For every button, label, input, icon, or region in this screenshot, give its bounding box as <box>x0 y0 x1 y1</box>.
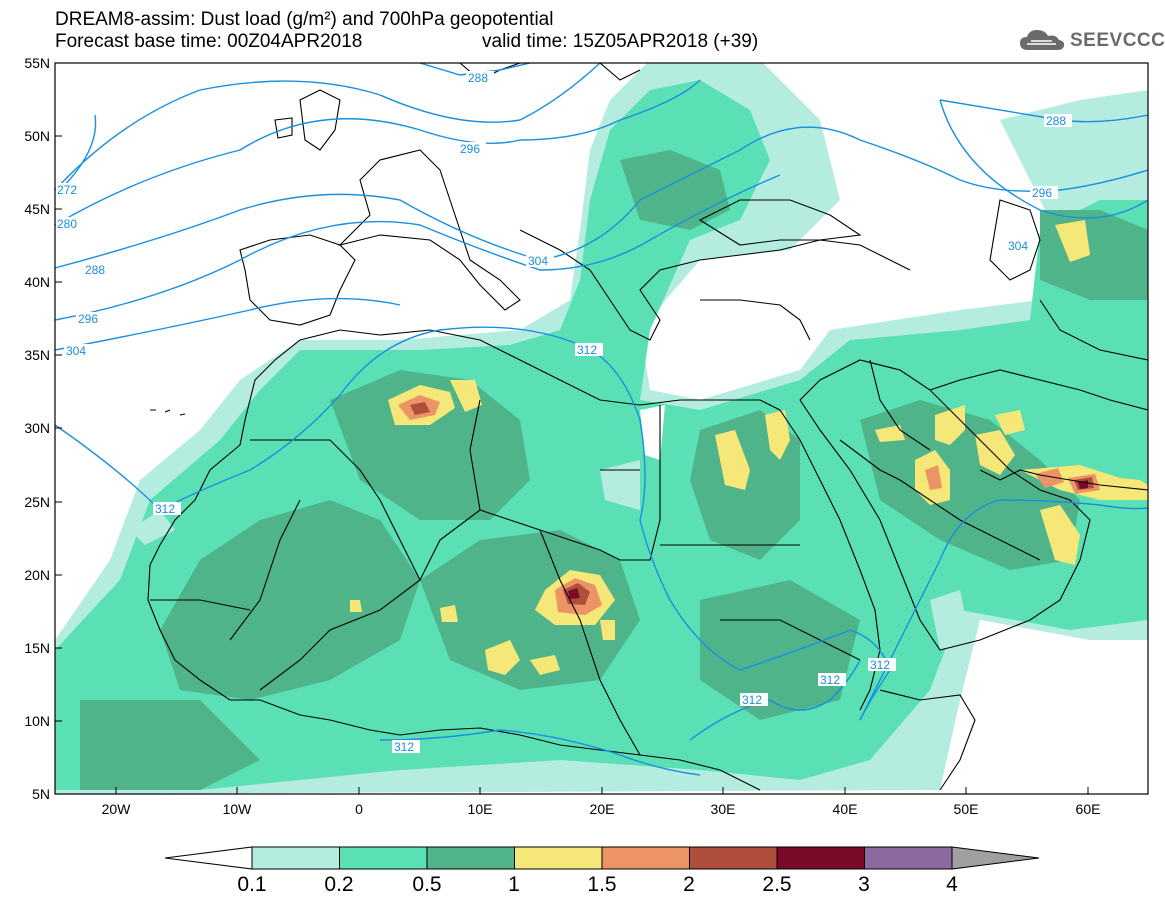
contour-label: 304 <box>528 254 548 268</box>
contour-label: 312 <box>577 343 597 357</box>
contour-label: 272 <box>57 183 77 197</box>
lat-label: 15N <box>24 640 50 656</box>
contour-label: 288 <box>468 71 488 85</box>
lon-label: 10E <box>468 801 493 817</box>
forecast-base-time: Forecast base time: 00Z04APR2018 <box>55 31 363 52</box>
lat-labels: 55N 50N 45N 40N 35N 30N 25N 20N 15N 10N … <box>24 55 50 802</box>
colorbar-tick: 0.1 <box>237 873 266 896</box>
contour-label: 296 <box>460 142 480 156</box>
logo-text: SEEVCCC <box>1070 30 1165 51</box>
lat-label: 5N <box>32 786 50 802</box>
dust-field <box>55 63 1148 794</box>
lat-label: 40N <box>24 274 50 290</box>
contour-label: 304 <box>66 344 86 358</box>
lon-label: 20W <box>102 801 132 817</box>
lon-label: 50E <box>954 801 979 817</box>
colorbar-tick: 0.5 <box>412 873 441 896</box>
contour-label: 312 <box>155 502 175 516</box>
contour-label: 312 <box>742 693 762 707</box>
lon-label: 20E <box>590 801 615 817</box>
lon-label: 60E <box>1076 801 1101 817</box>
lat-label: 10N <box>24 713 50 729</box>
chart-title: DREAM8-assim: Dust load (g/m²) and 700hP… <box>55 9 554 30</box>
lon-label: 10W <box>223 801 253 817</box>
colorbar-segment <box>601 846 690 870</box>
lat-label: 25N <box>24 494 50 510</box>
lon-label: 30E <box>711 801 736 817</box>
lat-ticks <box>55 62 62 795</box>
lon-label: 40E <box>833 801 858 817</box>
colorbar-segment <box>514 846 603 870</box>
lon-labels: 20W 10W 0 10E 20E 30E 40E 50E 60E <box>102 801 1101 817</box>
colorbar-upper-arrow <box>951 846 1040 870</box>
lat-label: 50N <box>24 128 50 144</box>
colorbar-segment <box>689 846 778 870</box>
colorbar-segment <box>426 846 515 870</box>
contour-labels: 288 296 272 280 288 296 304 312 304 312 … <box>56 71 1072 754</box>
contour-label: 288 <box>85 263 105 277</box>
lat-label: 20N <box>24 567 50 583</box>
lon-ticks <box>115 787 1089 794</box>
geopotential-contours <box>55 63 1148 776</box>
contour-label: 296 <box>1032 186 1052 200</box>
contour-label: 280 <box>57 217 77 231</box>
contour-label: 304 <box>1008 239 1028 253</box>
colorbar-tick: 4 <box>946 873 958 896</box>
cloud-icon <box>1020 30 1065 50</box>
colorbar-tick: 2.5 <box>762 873 791 896</box>
lat-label: 55N <box>24 55 50 71</box>
coastlines <box>147 63 1148 791</box>
colorbar-lower-arrow <box>164 846 253 870</box>
valid-time: valid time: 15Z05APR2018 (+39) <box>482 31 759 52</box>
colorbar-tick: 0.2 <box>324 873 353 896</box>
seevccc-logo: SEEVCCC <box>1018 28 1165 54</box>
lat-label: 35N <box>24 347 50 363</box>
contour-label: 312 <box>870 658 890 672</box>
contour-label: 312 <box>820 673 840 687</box>
colorbar-segment <box>864 846 953 870</box>
colorbar-tick: 1.5 <box>587 873 616 896</box>
contour-label: 312 <box>394 740 414 754</box>
colorbar-segment <box>251 846 340 870</box>
colorbar: 0.1 0.2 0.5 1 1.5 2 2.5 3 4 <box>164 846 1040 896</box>
colorbar-tick: 2 <box>683 873 695 896</box>
colorbar-segment <box>776 846 865 870</box>
contour-label: 288 <box>1046 114 1066 128</box>
lat-label: 45N <box>24 201 50 217</box>
lat-label: 30N <box>24 420 50 436</box>
colorbar-tick: 1 <box>508 873 520 896</box>
colorbar-segment <box>339 846 428 870</box>
colorbar-tick: 3 <box>858 873 870 896</box>
lon-label: 0 <box>355 801 363 817</box>
contour-label: 296 <box>78 312 98 326</box>
